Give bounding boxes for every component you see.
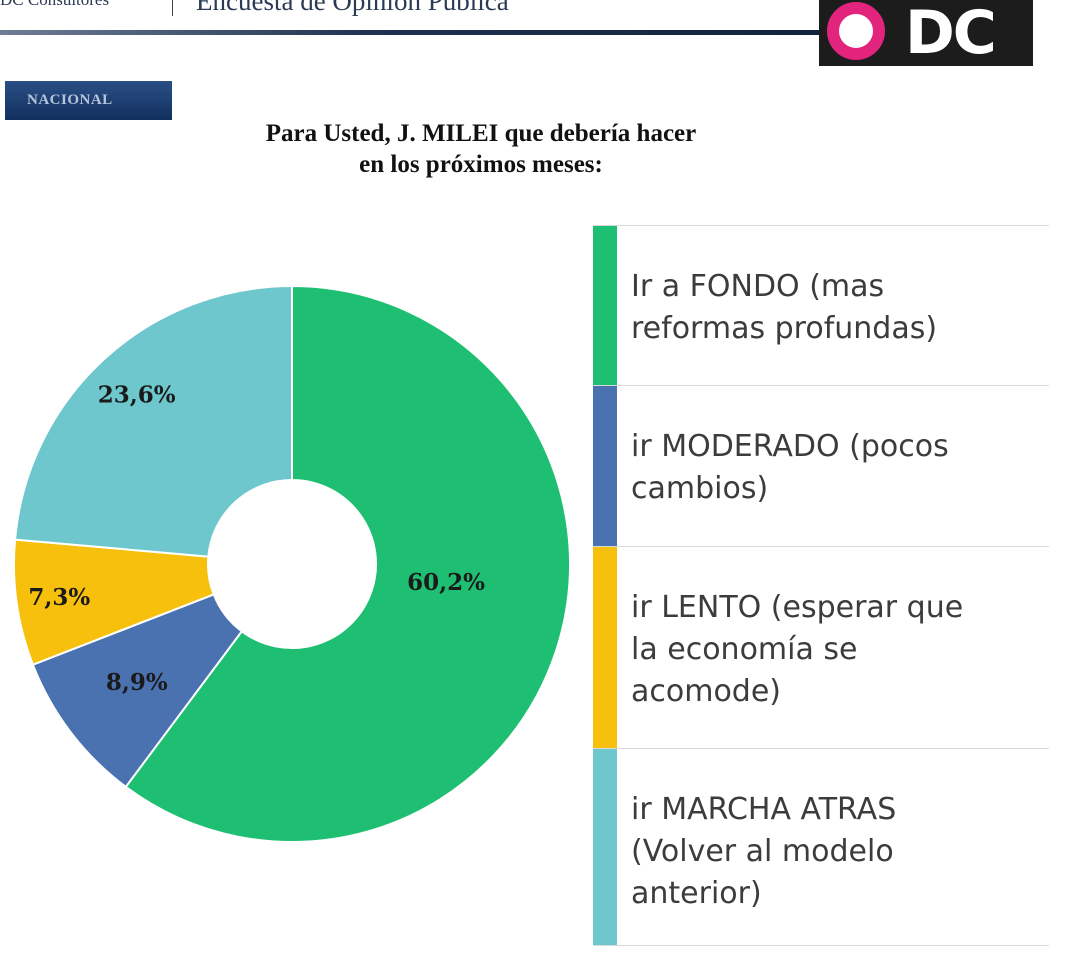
slice-value-label: 7,3%	[28, 584, 90, 611]
section-tag: NACIONAL	[5, 81, 172, 120]
legend-label-line: acomode)	[631, 674, 782, 709]
chart-title-line: Para Usted, J. MILEI que debería hacer	[265, 120, 697, 147]
odc-logo: DC	[819, 0, 1033, 66]
legend-label-line: Ir a FONDO (mas	[631, 269, 885, 304]
legend-swatch	[593, 386, 617, 546]
legend-item: Ir a FONDO (mas reformas profundas)	[593, 226, 1049, 386]
legend-label-line: reformas profundas)	[631, 311, 938, 346]
legend-label-line: ir LENTO (esperar que	[631, 590, 964, 625]
legend-item: ir MARCHA ATRAS (Volver al modelo anterior…	[593, 749, 1049, 946]
legend-label-line: ir MODERADO (pocos	[631, 429, 949, 464]
legend-label: ir MARCHA ATRAS (Volver al modelo anterior…	[617, 749, 906, 945]
donut-slice	[31, 593, 244, 789]
donut-slice	[124, 284, 571, 843]
brand-name: DC Consultores	[0, 0, 109, 10]
legend-swatch	[593, 749, 617, 945]
slice-value-label: 60,2%	[407, 569, 485, 596]
legend-label: Ir a FONDO (mas reformas profundas)	[617, 226, 947, 385]
logo-letters: DC	[905, 0, 997, 68]
legend-rule	[593, 225, 1049, 226]
legend-swatch	[593, 226, 617, 385]
legend-swatch	[593, 547, 617, 748]
header-divider	[172, 0, 173, 16]
donut-chart: 60,2% 8,9% 7,3% 23,6%	[13, 284, 571, 843]
legend-label: ir LENTO (esperar que la economía se acomo…	[617, 547, 973, 748]
chart-title: Para Usted, J. MILEI que debería hacer e…	[196, 118, 766, 180]
logo-ring-icon	[827, 2, 885, 60]
legend-label: ir MODERADO (pocos cambios)	[617, 386, 959, 546]
legend-label-line: la economía se	[631, 632, 858, 667]
slice-value-label: 23,6%	[98, 381, 176, 408]
donut-slice	[13, 284, 293, 558]
chart-legend: Ir a FONDO (mas reformas profundas) ir MOD…	[593, 225, 1049, 946]
chart-title-line: en los próximos meses:	[359, 151, 603, 178]
survey-name: Encuesta de Opinión Pública	[196, 0, 509, 16]
slice-value-label: 8,9%	[106, 669, 168, 696]
legend-label-line: (Volver al modelo	[631, 834, 894, 869]
header-rule	[0, 30, 830, 35]
legend-label-line: anterior)	[631, 876, 762, 911]
legend-label-line: cambios)	[631, 471, 769, 506]
legend-item: ir LENTO (esperar que la economía se acomo…	[593, 547, 1049, 749]
legend-item: ir MODERADO (pocos cambios)	[593, 386, 1049, 547]
legend-label-line: ir MARCHA ATRAS	[631, 792, 897, 827]
